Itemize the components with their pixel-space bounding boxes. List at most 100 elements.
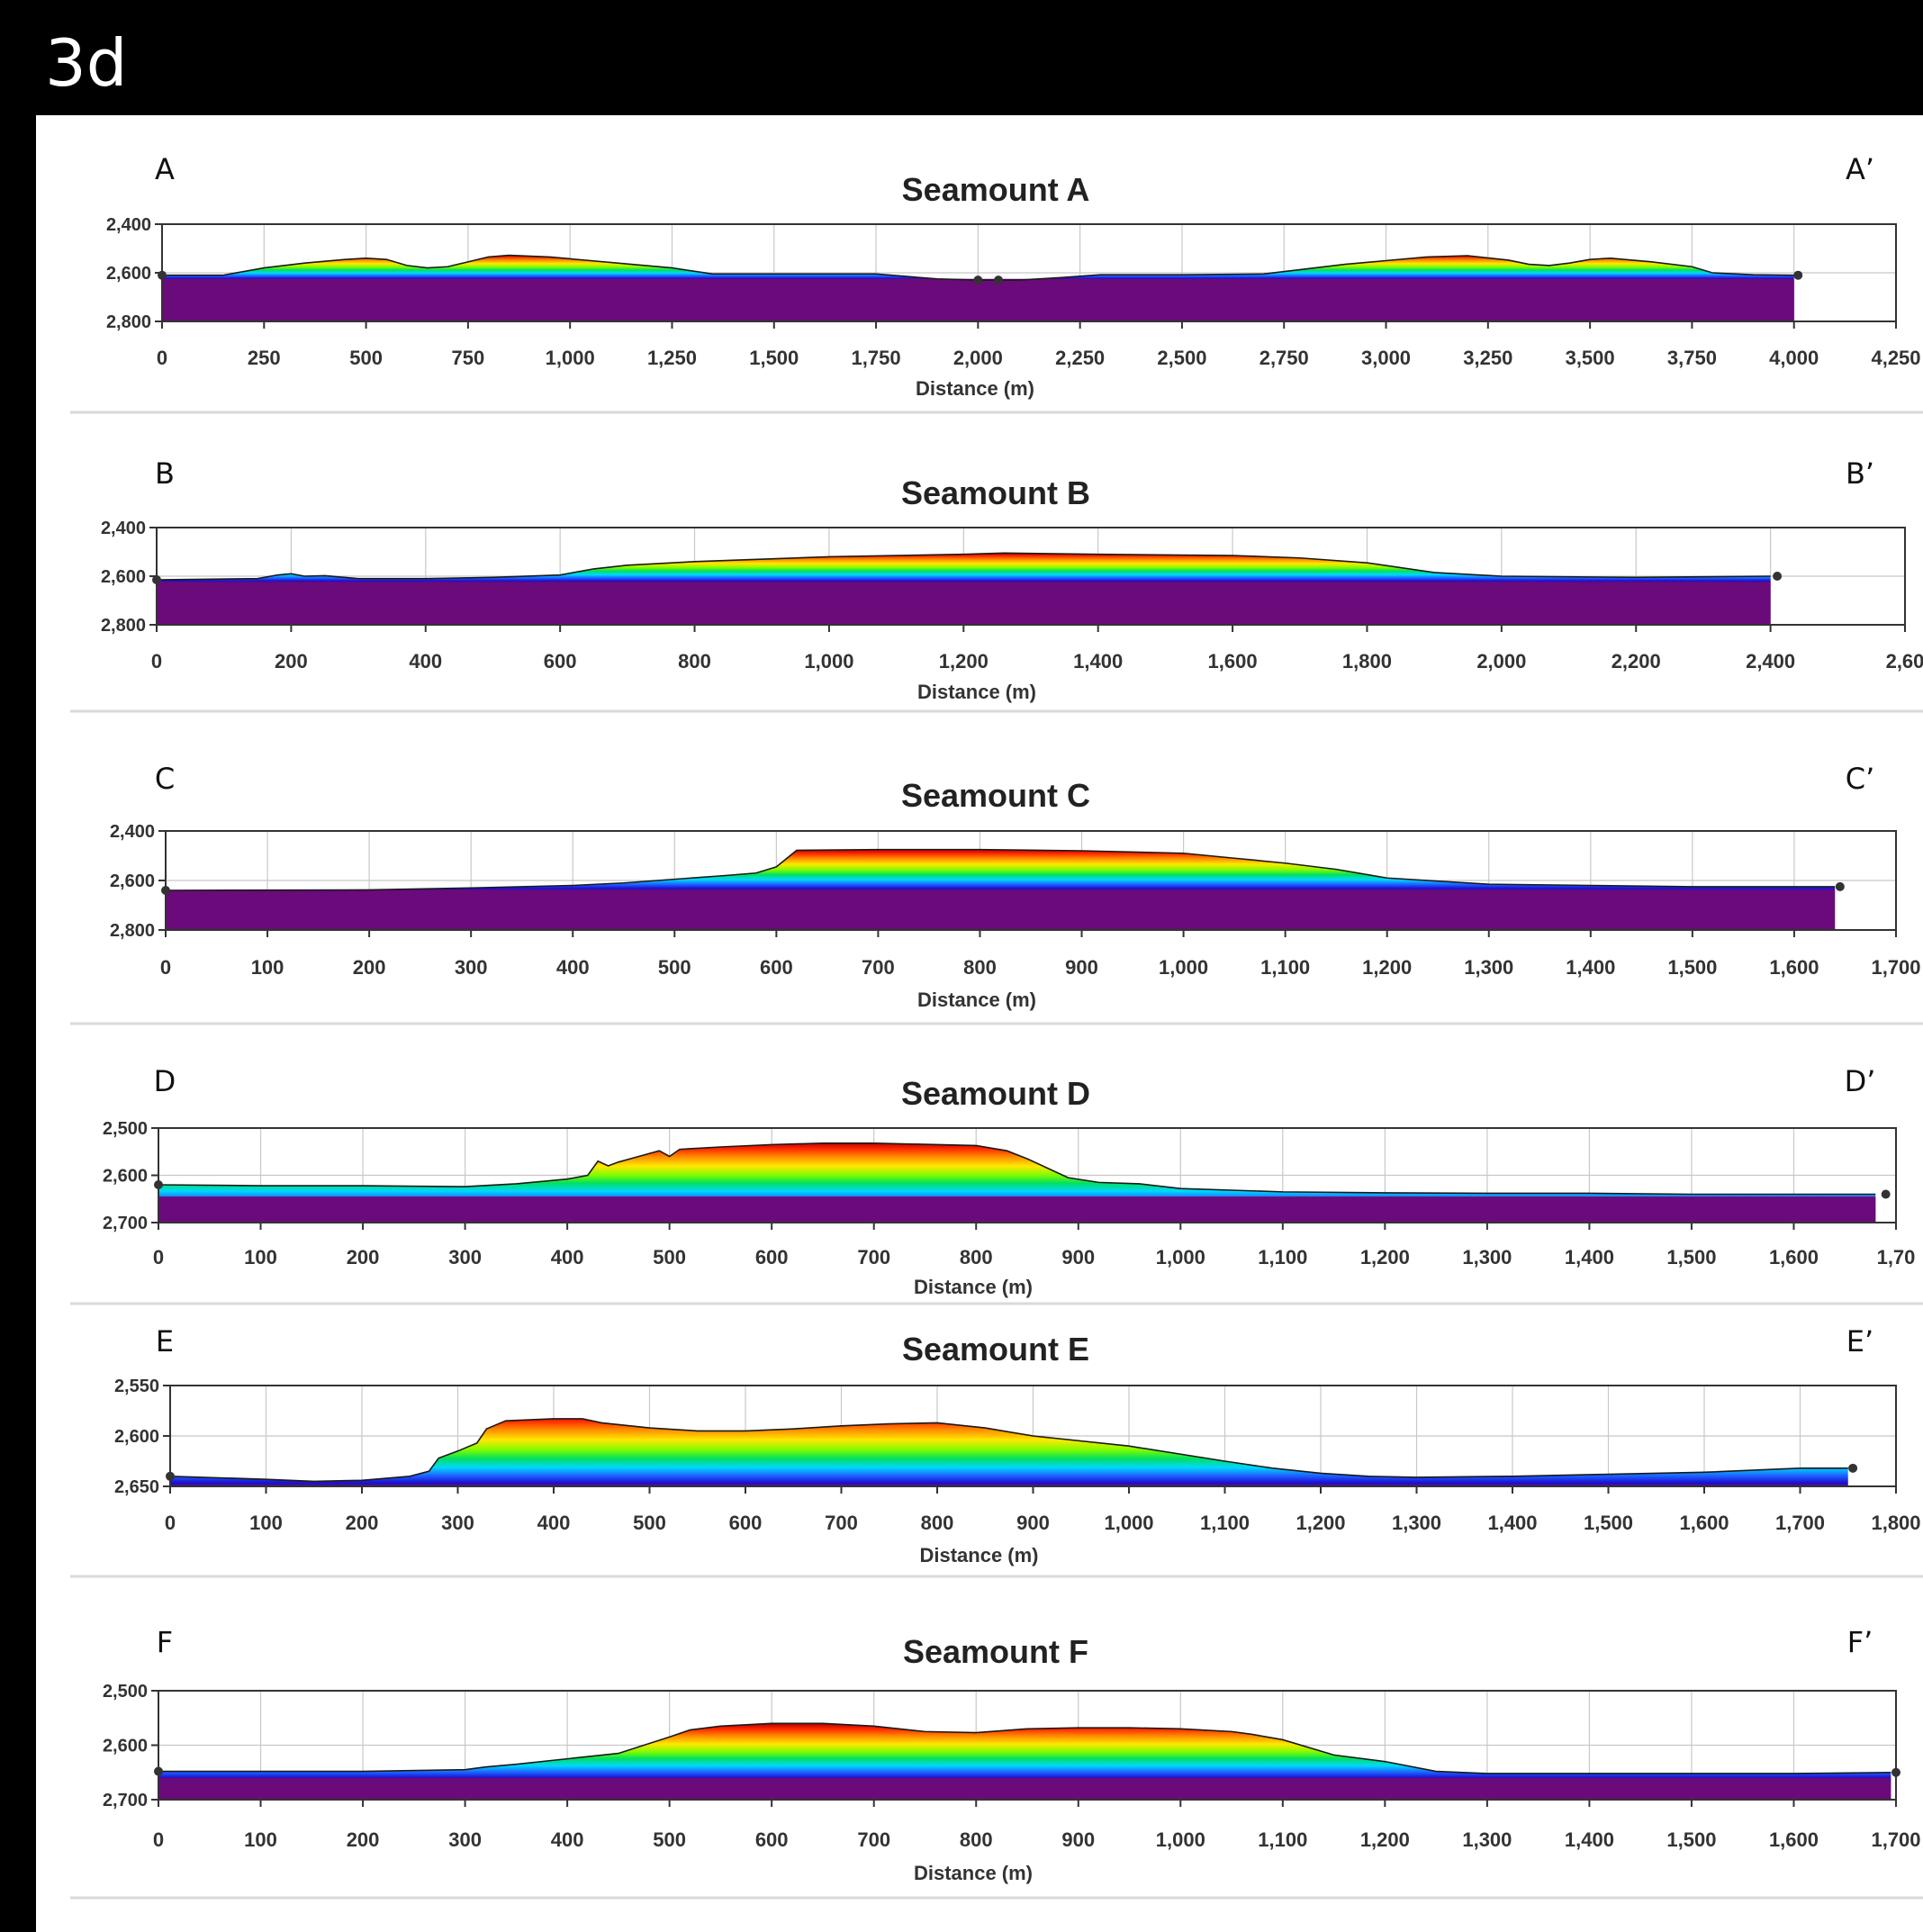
base-band <box>158 1196 1876 1223</box>
profile-endpoint-marker <box>973 275 983 285</box>
y-tick-label: 2,500 <box>103 1119 148 1139</box>
x-tick-label: 500 <box>653 1828 686 1851</box>
y-tick-label: 2,600 <box>114 1427 159 1447</box>
x-tick-label: 1,500 <box>1666 1246 1716 1268</box>
x-tick-label: 1,800 <box>1871 1512 1920 1534</box>
x-tick-label: 0 <box>153 1828 164 1851</box>
x-tick-label: 200 <box>347 1246 380 1268</box>
x-tick-label: 500 <box>633 1512 666 1534</box>
x-tick-label: 800 <box>921 1512 954 1534</box>
chart-5: 2,550 2,600 2,650 0 100 200 300 400 500 600 700 800… <box>70 1324 1923 1578</box>
x-axis-title: Distance (m) <box>914 1276 1033 1298</box>
x-tick-label: 4,250 <box>1871 347 1920 369</box>
profile-line <box>169 1418 1848 1483</box>
x-tick-label: 1,200 <box>1362 956 1412 979</box>
x-tick-label: 2,000 <box>953 347 1003 369</box>
profile-end-label: F’ <box>1847 1625 1873 1659</box>
x-tick-label: 1,100 <box>1200 1512 1250 1534</box>
chart-title: Seamount C <box>901 777 1090 814</box>
y-tick-label: 2,400 <box>101 519 146 538</box>
y-tick-label: 2,500 <box>103 1682 148 1702</box>
panel-label: 3d <box>45 25 128 101</box>
x-tick-label: 0 <box>165 1512 176 1534</box>
x-tick-label: 1,000 <box>1156 1246 1205 1268</box>
x-tick-label: 1,500 <box>749 347 799 369</box>
x-tick-label: 1,400 <box>1073 650 1123 673</box>
x-tick-label: 1,600 <box>1679 1512 1729 1534</box>
y-tick-label: 2,700 <box>103 1214 148 1233</box>
x-axis-title: Distance (m) <box>919 1544 1038 1566</box>
x-tick-label: 0 <box>153 1246 164 1268</box>
x-tick-label: 600 <box>755 1246 789 1268</box>
chart-title: Seamount E <box>902 1331 1089 1368</box>
y-tick-label: 2,650 <box>114 1477 159 1497</box>
x-tick-label: 0 <box>160 956 171 979</box>
x-tick-label: 1,000 <box>546 347 595 369</box>
x-tick-label: 300 <box>441 1512 474 1534</box>
chart-title: Seamount F <box>903 1633 1088 1670</box>
x-tick-label: 1,600 <box>1769 956 1819 979</box>
x-axis-title: Distance (m) <box>917 989 1036 1011</box>
x-tick-label: 1,600 <box>1208 650 1258 673</box>
x-tick-label: 2,000 <box>1476 650 1526 673</box>
x-tick-label: 1,250 <box>647 347 697 369</box>
x-tick-label: 1,200 <box>1360 1246 1410 1268</box>
x-tick-label: 1,000 <box>804 650 853 673</box>
profile-start-label: B <box>155 456 175 491</box>
chart-title: Seamount B <box>901 474 1090 511</box>
x-tick-label: 400 <box>551 1828 584 1851</box>
x-tick-label: 1,600 <box>1769 1828 1819 1851</box>
x-tick-label: 4,000 <box>1769 347 1819 369</box>
chart-4: 2,500 2,600 2,700 0 100 200 300 400 500 600 700 800… <box>70 1064 1923 1305</box>
profile-start-label: E <box>156 1324 174 1359</box>
profile-line <box>156 552 1771 581</box>
y-tick-label: 2,400 <box>110 822 155 842</box>
x-tick-label: 800 <box>960 1828 993 1851</box>
x-tick-label: 2,500 <box>1157 347 1206 369</box>
base-band <box>166 890 1836 930</box>
profile-endpoint-marker <box>994 275 1004 285</box>
x-tick-label: 1,70 <box>1877 1246 1916 1268</box>
x-tick-label: 400 <box>409 650 442 673</box>
chart-6: 2,500 2,600 2,700 0 100 200 300 400 500 600 700 800… <box>70 1625 1923 1900</box>
x-tick-label: 1,000 <box>1104 1512 1153 1534</box>
x-tick-label: 1,300 <box>1392 1512 1441 1534</box>
profile-end-label: B’ <box>1846 456 1874 491</box>
profile-end-label: A’ <box>1846 152 1874 186</box>
x-tick-label: 100 <box>249 1512 283 1534</box>
profile-endpoint-marker <box>1881 1189 1891 1199</box>
x-tick-label: 1,400 <box>1487 1512 1537 1534</box>
x-tick-label: 1,400 <box>1566 956 1615 979</box>
x-axis-title: Distance (m) <box>914 1862 1033 1884</box>
x-tick-label: 300 <box>448 1246 482 1268</box>
x-tick-label: 200 <box>353 956 386 979</box>
base-band <box>158 1777 1891 1800</box>
x-tick-label: 700 <box>862 956 895 979</box>
x-tick-label: 2,200 <box>1612 650 1661 673</box>
x-axis-title: Distance (m) <box>916 377 1034 400</box>
x-tick-label: 1,400 <box>1565 1246 1614 1268</box>
x-tick-label: 200 <box>346 1512 379 1534</box>
x-tick-label: 900 <box>1061 1828 1095 1851</box>
chart-title: Seamount A <box>902 171 1090 208</box>
x-tick-label: 750 <box>452 347 485 369</box>
x-tick-label: 1,000 <box>1156 1828 1205 1851</box>
profile-endpoint-marker <box>154 1180 163 1189</box>
profile-line <box>158 1142 1876 1196</box>
x-tick-label: 500 <box>349 347 383 369</box>
y-tick-label: 2,800 <box>101 616 146 636</box>
profile-endpoint-marker <box>1793 270 1803 280</box>
profile-endpoint-marker <box>161 886 170 895</box>
x-tick-label: 1,700 <box>1775 1512 1825 1534</box>
x-tick-label: 400 <box>551 1246 584 1268</box>
x-tick-label: 600 <box>755 1828 789 1851</box>
x-tick-label: 1,300 <box>1464 956 1513 979</box>
y-tick-label: 2,600 <box>103 1167 148 1187</box>
profile-end-label: E’ <box>1846 1324 1873 1359</box>
x-tick-label: 600 <box>544 650 577 673</box>
x-tick-label: 1,500 <box>1667 956 1717 979</box>
x-tick-label: 500 <box>658 956 691 979</box>
x-tick-label: 0 <box>157 347 167 369</box>
x-tick-label: 700 <box>857 1828 890 1851</box>
